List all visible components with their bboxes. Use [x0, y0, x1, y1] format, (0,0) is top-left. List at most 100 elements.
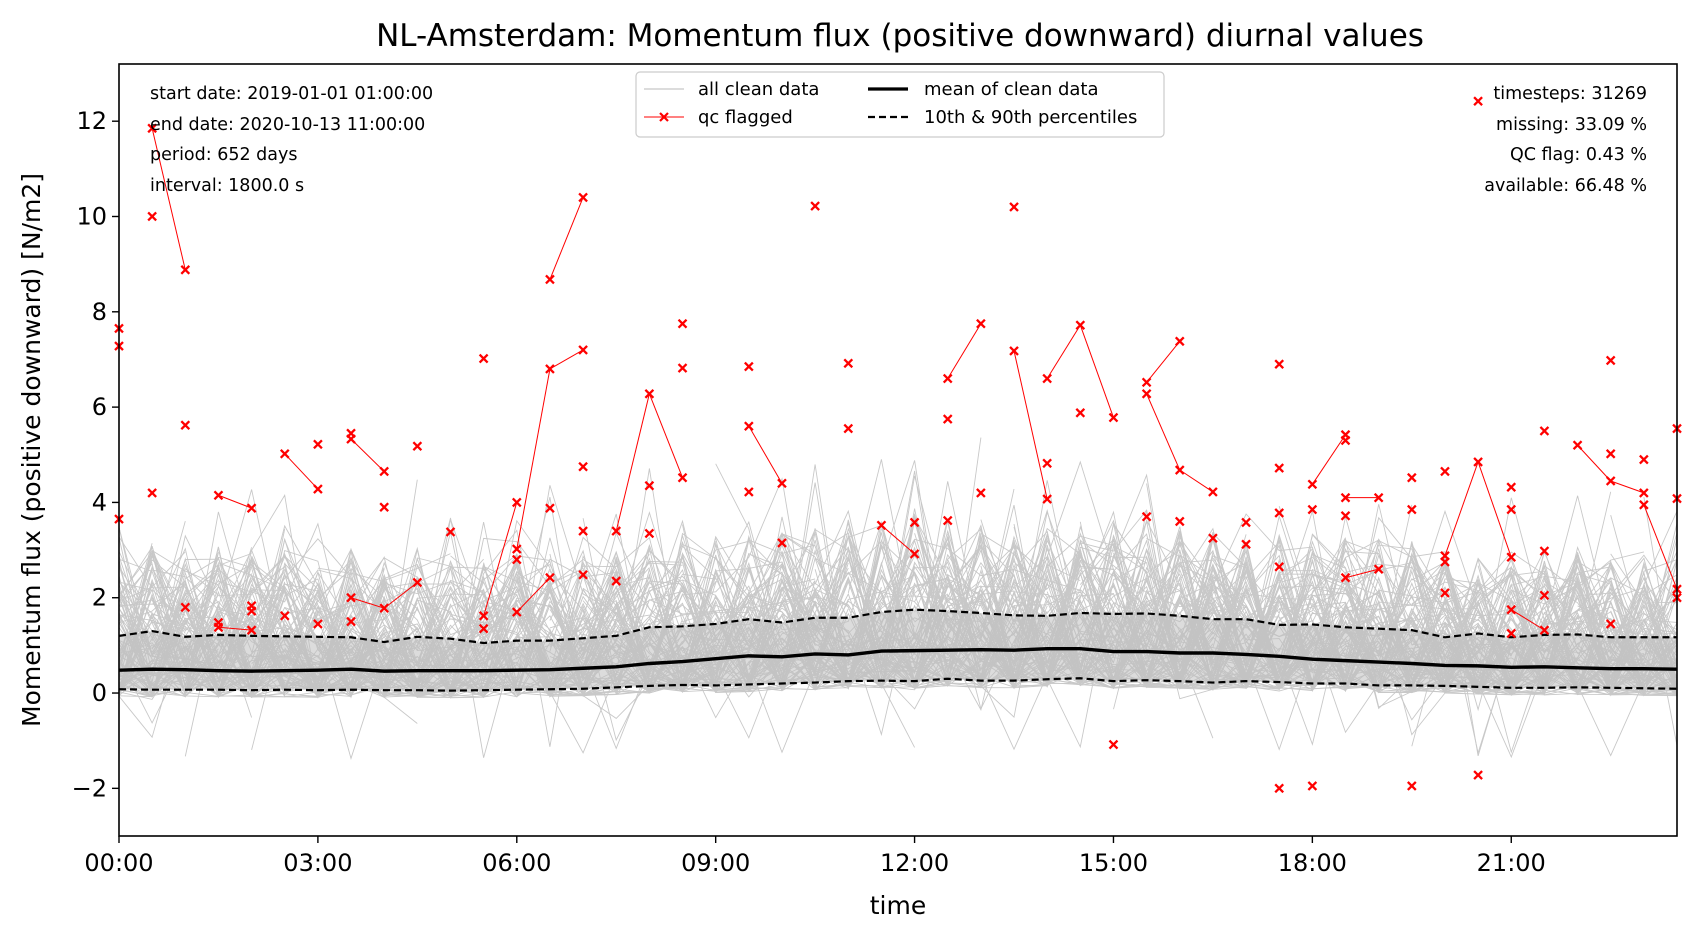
- qc-flagged-point: [1174, 336, 1185, 347]
- qc-flagged-point: [246, 606, 257, 616]
- legend-label-percentiles: 10th & 90th percentiles: [924, 107, 1137, 128]
- qc-flagged-point: [1274, 783, 1285, 794]
- qc-flagged-point: [147, 211, 157, 222]
- qc-flagged-segment: [1046, 324, 1081, 379]
- qc-flagged-point: [744, 421, 754, 431]
- qc-flagged-point: [1340, 572, 1351, 583]
- y-axis-label: Momentum flux (positive downward) [N/m2]: [17, 173, 46, 727]
- qc-flagged-point: [180, 265, 191, 275]
- qc-flagged-point: [644, 388, 655, 399]
- qc-flagged-point: [1042, 458, 1052, 469]
- qc-flagged-segment: [151, 128, 186, 270]
- qc-flagged-point: [246, 503, 257, 513]
- qc-flagged-point: [1274, 561, 1285, 572]
- qc-flagged-segment: [218, 494, 252, 509]
- qc-flagged-point: [478, 623, 489, 634]
- qc-flagged-point: [313, 619, 323, 629]
- qc-flagged-point: [611, 576, 622, 586]
- qc-flagged-point: [644, 528, 655, 539]
- qc-flagged-point: [511, 607, 522, 617]
- qc-flagged-point: [976, 318, 986, 329]
- x-tick-label: 18:00: [1278, 849, 1347, 877]
- qc-flagged-point: [1539, 625, 1550, 635]
- qc-flagged-point: [511, 497, 522, 508]
- qc-flagged-segment: [549, 197, 584, 280]
- qc-flagged-point: [511, 544, 522, 554]
- qc-flagged-point: [1307, 479, 1318, 490]
- qc-flagged-segment: [350, 438, 385, 472]
- info-qc-flag: QC flag: 0.43 %: [1510, 145, 1647, 165]
- chart-title: NL-Amsterdam: Momentum flux (positive do…: [376, 18, 1424, 54]
- x-tick-label: 00:00: [84, 849, 153, 877]
- qc-flagged-segment: [1345, 568, 1379, 579]
- qc-flagged-point: [1506, 504, 1517, 515]
- qc-flagged-point: [545, 503, 555, 513]
- qc-flagged-point: [1406, 472, 1417, 483]
- qc-flagged-segment: [1643, 504, 1678, 590]
- qc-flagged-point: [1440, 466, 1450, 477]
- qc-flagged-point: [379, 502, 390, 512]
- qc-flagged-point: [1406, 781, 1417, 791]
- qc-flagged-point: [777, 478, 787, 489]
- qc-flagged-point: [1208, 533, 1218, 543]
- qc-flagged-point: [313, 484, 323, 494]
- qc-flagged-point: [180, 602, 191, 613]
- percentile-90-line: [119, 608, 1677, 645]
- qc-flagged-point: [677, 363, 688, 373]
- qc-flagged-segment: [1477, 461, 1512, 558]
- qc-flagged-point: [545, 572, 555, 583]
- qc-flagged-point: [843, 358, 854, 369]
- qc-flagged-point: [1473, 457, 1483, 467]
- qc-flagged-point: [1340, 435, 1351, 446]
- qc-flagged-point: [1174, 516, 1185, 527]
- x-tick-label: 03:00: [283, 849, 352, 877]
- qc-flagged-point: [1042, 494, 1052, 504]
- qc-flagged-point: [1506, 628, 1517, 639]
- y-tick-label: 10: [76, 202, 107, 230]
- x-tick-label: 15:00: [1079, 849, 1148, 877]
- qc-flagged-point: [379, 603, 390, 614]
- qc-flagged-segment: [1013, 350, 1048, 500]
- x-axis-label: time: [870, 891, 926, 920]
- qc-flagged-point: [1506, 482, 1517, 492]
- qc-flagged-point: [1274, 359, 1285, 370]
- y-tick-label: 2: [92, 584, 107, 612]
- qc-flagged-segment: [350, 597, 385, 609]
- qc-flagged-point: [1075, 320, 1086, 330]
- qc-flagged-point: [1009, 202, 1019, 212]
- qc-flagged-point: [478, 611, 489, 621]
- qc-flagged-point: [213, 622, 224, 633]
- x-tick-label: 09:00: [681, 849, 750, 877]
- qc-flagged-point: [1141, 511, 1152, 522]
- info-start-date: start date: 2019-01-01 01:00:00: [150, 84, 433, 104]
- qc-flagged-point: [843, 423, 854, 434]
- qc-flagged-segment: [383, 582, 418, 609]
- qc-flagged-point: [1141, 388, 1152, 399]
- qc-flagged-point: [478, 353, 489, 364]
- qc-flagged-segment: [516, 368, 551, 550]
- qc-flagged-point: [279, 611, 290, 621]
- qc-flagged-point: [1307, 504, 1318, 515]
- qc-flagged-point: [578, 570, 588, 580]
- qc-flagged-point: [1506, 552, 1517, 563]
- qc-flagged-point: [545, 364, 555, 374]
- y-axis-ticks: −2 0 2 4 6 8 10 12: [72, 107, 119, 802]
- qc-flagged-segment: [549, 349, 584, 370]
- qc-flagged-point: [412, 441, 423, 452]
- qc-flagged-point: [147, 123, 157, 134]
- info-right: timesteps: 31269 missing: 33.09 % QC fla…: [1484, 84, 1647, 196]
- qc-flagged-segment: [218, 626, 252, 631]
- mean-line: [119, 647, 1677, 673]
- qc-flagged-point: [1141, 377, 1152, 388]
- qc-flagged-point: [1108, 412, 1119, 423]
- qc-flagged-point: [578, 526, 588, 536]
- qc-flagged-point: [744, 361, 754, 372]
- qc-flagged-point: [1440, 588, 1450, 598]
- info-left: start date: 2019-01-01 01:00:00 end date…: [150, 84, 433, 196]
- qc-flagged-segment: [516, 577, 551, 613]
- qc-flagged-point: [1274, 508, 1285, 518]
- info-interval: interval: 1800.0 s: [150, 176, 304, 196]
- y-tick-label: 12: [76, 107, 107, 135]
- qc-flagged-point: [1605, 476, 1616, 486]
